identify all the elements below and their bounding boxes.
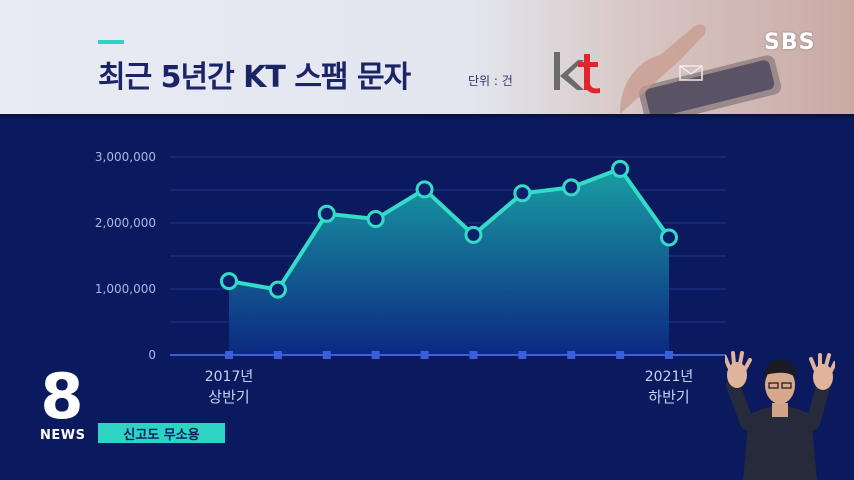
x-tick-marker [420, 351, 429, 359]
data-point [366, 210, 385, 229]
data-point [220, 272, 238, 291]
x-label-first-half: 상반기 [208, 388, 249, 406]
x-tick-marker [273, 351, 282, 359]
y-tick-label: 1,000,000 [95, 282, 156, 296]
data-point [464, 225, 483, 244]
sign-language-interpreter [725, 351, 835, 480]
x-tick-marker [567, 351, 576, 359]
data-point [317, 204, 336, 223]
x-tick-marker [518, 351, 527, 359]
data-point [660, 228, 678, 247]
x-tick-marker [665, 351, 673, 359]
kt-logo [554, 52, 600, 94]
broadcaster-logo: SBS [764, 30, 816, 55]
data-point [268, 280, 287, 299]
x-label-last-half: 하반기 [648, 388, 689, 406]
data-point [562, 178, 581, 197]
data-point [611, 159, 630, 178]
sbs-8news-logo: 8 [40, 364, 83, 424]
x-label-last-year: 2021년 [645, 369, 694, 385]
y-tick-label: 0 [148, 348, 156, 362]
title-accent-bar [98, 40, 124, 44]
phone-hand-illustration [620, 24, 782, 114]
y-tick-label: 3,000,000 [95, 150, 156, 164]
x-tick-marker [225, 351, 233, 359]
x-tick-marker [371, 351, 380, 359]
series-line [228, 166, 671, 292]
x-tick-marker [469, 351, 478, 359]
y-tick-label: 2,000,000 [95, 216, 156, 230]
x-label-first-year: 2017년 [205, 369, 254, 385]
header-banner: 최근 5년간 KT 스팸 문자 단위 : 건 SBS [0, 0, 854, 114]
x-tick-marker [322, 351, 331, 359]
header-shadow [0, 114, 854, 120]
caption-banner: 신고도 무소용 [98, 423, 225, 443]
logo-digit: 8 [40, 364, 83, 424]
page-title: 최근 5년간 KT 스팸 문자 [98, 60, 411, 95]
unit-label: 단위 : 건 [468, 74, 513, 88]
news-label: NEWS [40, 428, 86, 443]
data-point [513, 184, 532, 203]
envelope-icon [679, 65, 703, 81]
data-point [415, 180, 434, 199]
x-tick-marker [616, 351, 625, 359]
